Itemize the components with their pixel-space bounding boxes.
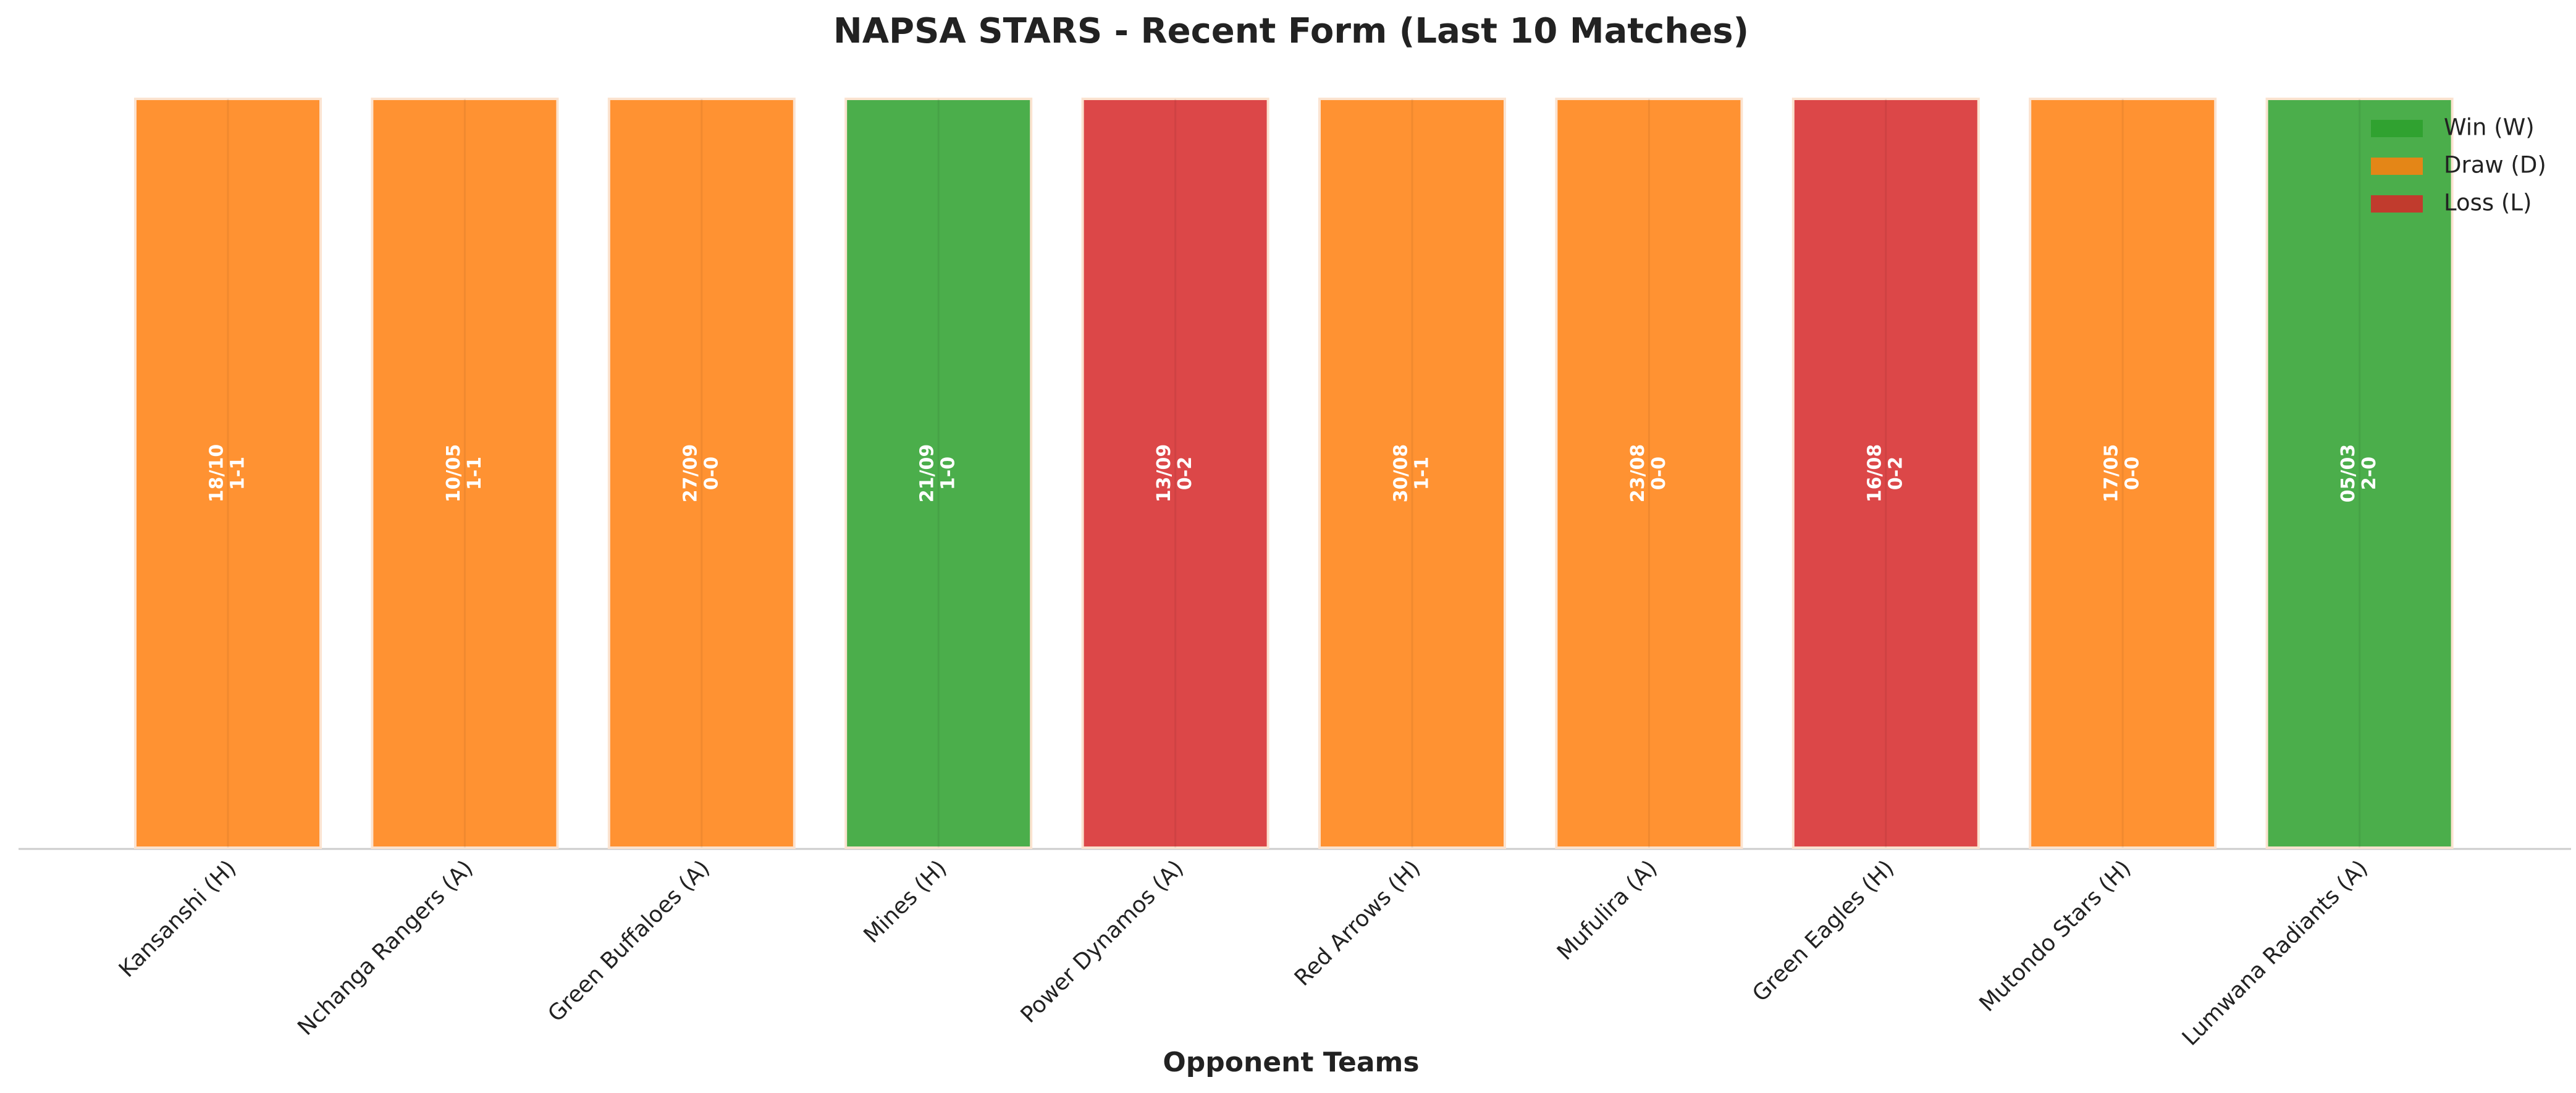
bar-date-label: 16/08 — [1864, 444, 1885, 502]
bar-score-label: 1-1 — [227, 457, 249, 490]
bar-score-label: 2-0 — [2359, 457, 2380, 490]
legend-swatch — [2371, 120, 2423, 137]
legend-swatch — [2371, 195, 2423, 213]
bar-date-label: 10/05 — [443, 444, 465, 502]
bar-score-label: 0-0 — [1648, 457, 1670, 490]
bar-score-label: 0-0 — [701, 457, 722, 490]
bar-date-label: 21/09 — [917, 444, 938, 502]
bar-score-label: 0-2 — [1885, 457, 1906, 490]
legend-swatch — [2371, 158, 2423, 175]
bar — [371, 98, 559, 849]
bar — [2265, 98, 2454, 849]
legend-label: Loss (L) — [2444, 190, 2532, 216]
bar-date-label: 13/09 — [1153, 444, 1175, 502]
bar — [134, 98, 322, 849]
chart-title: NAPSA STARS - Recent Form (Last 10 Match… — [833, 11, 1749, 51]
x-axis-label: Opponent Teams — [1163, 1047, 1419, 1078]
bar — [2029, 98, 2217, 849]
bar — [1318, 98, 1506, 849]
bar-date-label: 30/08 — [1391, 444, 1412, 502]
legend-label: Win (W) — [2444, 114, 2535, 141]
bar-score-label: 0-2 — [1174, 457, 1196, 490]
bar-score-label: 1-1 — [464, 457, 486, 490]
bar-score-label: 1-0 — [938, 457, 959, 490]
bar — [1555, 98, 1743, 849]
bar-date-label: 18/10 — [206, 444, 228, 502]
bar-date-label: 05/03 — [2338, 444, 2359, 502]
bar-date-label: 17/05 — [2101, 444, 2123, 502]
bar — [844, 98, 1033, 849]
bar-date-label: 27/09 — [680, 444, 701, 502]
legend-label: Draw (D) — [2444, 152, 2546, 179]
bar — [1081, 98, 1269, 849]
bar-score-label: 0-0 — [2122, 457, 2144, 490]
bar-date-label: 23/08 — [1627, 444, 1649, 502]
bar — [1791, 98, 1980, 849]
bar-score-label: 1-1 — [1412, 457, 1433, 490]
bar — [607, 98, 796, 849]
